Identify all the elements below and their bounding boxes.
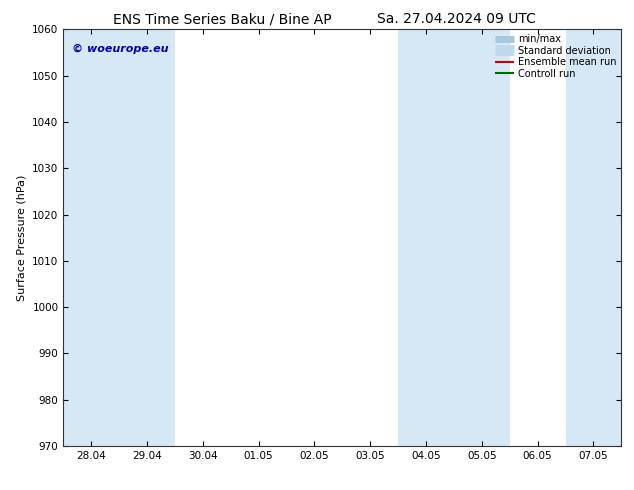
Text: © woeurope.eu: © woeurope.eu bbox=[72, 44, 168, 54]
Text: ENS Time Series Baku / Bine AP: ENS Time Series Baku / Bine AP bbox=[113, 12, 331, 26]
Bar bbox=[454, 29, 510, 446]
Bar bbox=[119, 29, 175, 446]
Bar bbox=[63, 29, 119, 446]
Text: Sa. 27.04.2024 09 UTC: Sa. 27.04.2024 09 UTC bbox=[377, 12, 536, 26]
Y-axis label: Surface Pressure (hPa): Surface Pressure (hPa) bbox=[16, 174, 27, 301]
Bar bbox=[566, 29, 621, 446]
Legend: min/max, Standard deviation, Ensemble mean run, Controll run: min/max, Standard deviation, Ensemble me… bbox=[493, 32, 618, 80]
Bar bbox=[398, 29, 454, 446]
